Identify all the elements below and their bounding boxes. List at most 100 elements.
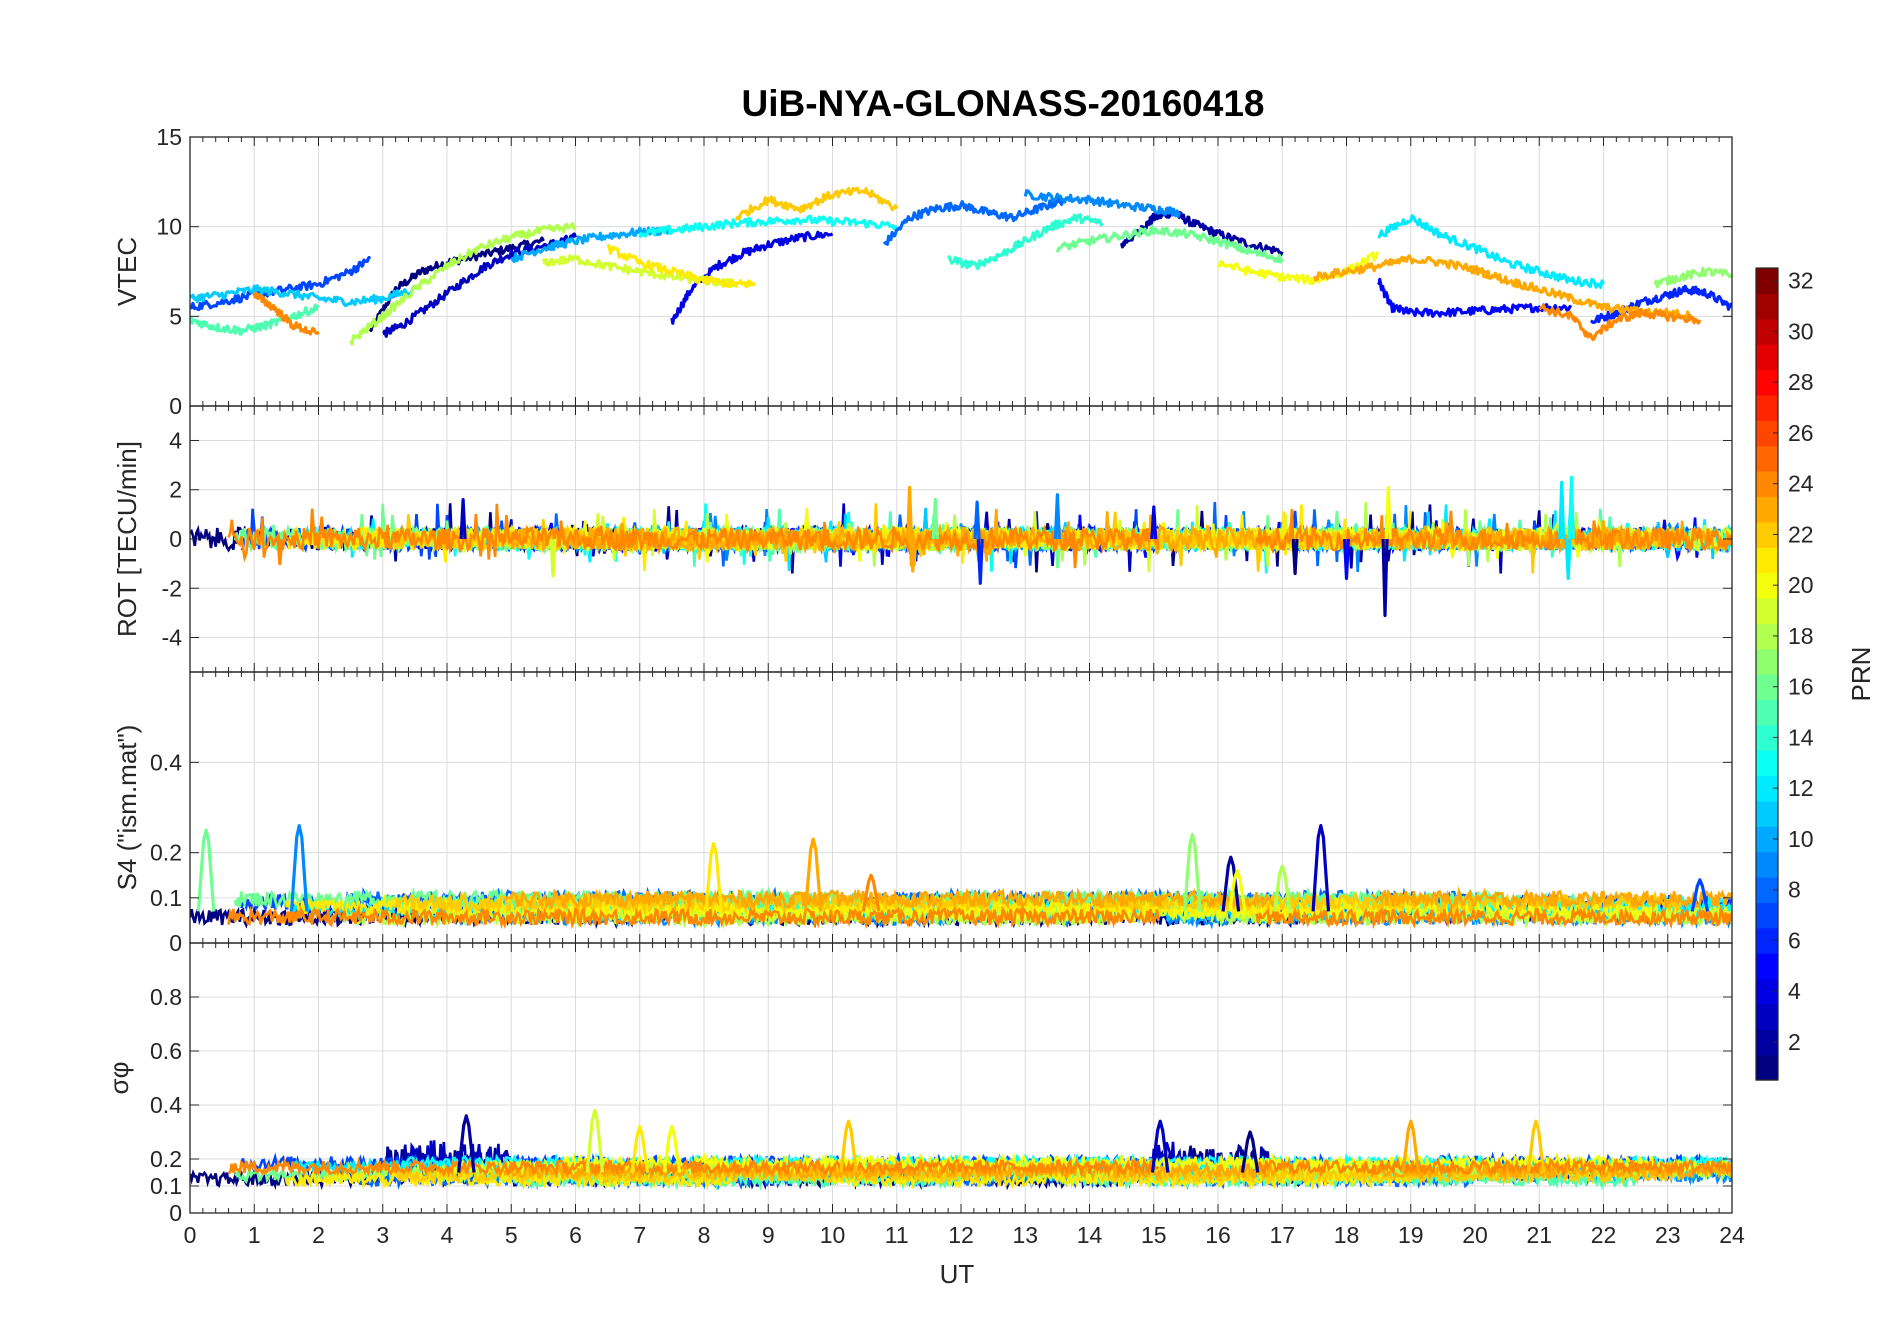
s4-peak-prn-16-0 (196, 828, 216, 912)
vtec-series-prn-8-7 (882, 197, 1065, 246)
y-tick-s4-1: 0.1 (150, 885, 182, 911)
x-tick-labels: 0 1 2 3 4 5 6 7 8 9 10 11 12 13 14 15 16 17 18 19 20 21 22 23 24 (184, 1222, 1745, 1248)
s4-trace-prn-23-0 (504, 887, 1276, 912)
colorbar-swatch-5 (1756, 953, 1778, 980)
sigma-trace-prn-24-1 (1255, 1155, 1732, 1179)
x-tick-18: 18 (1334, 1222, 1360, 1248)
x-tick-19: 19 (1398, 1222, 1424, 1248)
x-tick-15: 15 (1141, 1222, 1167, 1248)
y-axis-label-s4: S4 ("ism.mat") (112, 725, 142, 891)
colorbar-swatch-15 (1756, 699, 1778, 726)
vtec-series-prn-10-9 (510, 224, 674, 264)
colorbar-swatch-24 (1756, 471, 1778, 497)
sigma-peak-prn-1-8 (1240, 1130, 1260, 1173)
x-tick-9: 9 (762, 1222, 775, 1248)
vtec-series-prn-21-20 (606, 244, 757, 289)
s4-peak-prn-17-5 (1183, 833, 1202, 912)
colorbar-swatch-16 (1756, 674, 1778, 700)
vtec-series-prn-7-6 (190, 255, 372, 312)
colorbar-tick-24: 24 (1788, 471, 1814, 497)
colorbar-swatch-23 (1756, 496, 1778, 523)
colorbar-tick-14: 14 (1788, 724, 1814, 750)
colorbar-box (1755, 267, 1779, 1081)
rot-peak-prn-16-12 (931, 498, 939, 540)
colorbar-swatch-30 (1756, 318, 1778, 345)
vtec-series-prn-15-14 (190, 303, 320, 336)
rot-peak-prn-9-2 (1053, 493, 1061, 540)
vtec-series-prn-14-13 (947, 213, 1104, 270)
vtec-series-prn-12-11 (1377, 214, 1605, 289)
colorbar-tick-6: 6 (1788, 927, 1801, 953)
x-tick-13: 13 (1012, 1222, 1038, 1248)
colorbar-tick-10: 10 (1788, 826, 1814, 852)
s4-trace-prn-22-0 (394, 889, 1005, 916)
colorbar-tick-32: 32 (1788, 268, 1814, 294)
rot-trace-prn-22-0 (394, 503, 1005, 565)
y-ticks-sigma: 00.10.2 0.4 0.6 0.8 (150, 984, 1732, 1226)
colorbar-swatch-2 (1756, 1029, 1778, 1056)
s4-peak-prn-7-10 (1690, 878, 1710, 912)
x-tick-1: 1 (248, 1222, 261, 1248)
colorbar-swatch-25 (1756, 445, 1778, 472)
colorbar-swatch-8 (1756, 877, 1778, 903)
y-tick-sigma-1: 0.1 (150, 1173, 182, 1199)
sigma-trace-prn-20-0 (561, 1151, 1656, 1175)
x-tick-8: 8 (698, 1222, 711, 1248)
colorbar-swatch-20 (1756, 572, 1778, 599)
colorbar-tick-4: 4 (1788, 978, 1801, 1004)
y-tick-sigma-3: 0.4 (150, 1092, 182, 1118)
data-s4 (190, 824, 1732, 930)
colorbar-tick-20: 20 (1788, 572, 1814, 598)
vtec-series-prn-22-21 (734, 186, 899, 221)
colorbar-tick-12: 12 (1788, 775, 1814, 801)
y-axis-label-sigma: σφ (104, 1062, 134, 1095)
s4-peak-prn-18-8 (1272, 864, 1292, 912)
sigma-peak-prn-20-3 (662, 1125, 682, 1173)
sigma-trace-prn-21-1 (831, 1168, 1412, 1190)
colorbar-swatch-12 (1756, 775, 1778, 802)
x-ticks-vtec (189, 137, 1733, 406)
s4-peak-prn-21-2 (704, 842, 723, 912)
rot-peak-prn-1-15 (1291, 538, 1299, 576)
x-axis-label: UT (940, 1259, 975, 1289)
x-tick-24: 24 (1719, 1222, 1745, 1248)
colorbar-swatch-14 (1756, 724, 1778, 751)
x-tick-20: 20 (1462, 1222, 1488, 1248)
colorbar-swatch-4 (1756, 978, 1778, 1005)
vtec-series-prn-4-3 (670, 230, 834, 325)
rot-peak-prn-2-5 (1381, 538, 1389, 617)
x-tick-16: 16 (1205, 1222, 1231, 1248)
y-tick-sigma-0: 0 (169, 1200, 182, 1226)
rot-peak-prn-4-14 (1150, 505, 1158, 540)
y-tick-rot-4: -4 (162, 625, 183, 651)
colorbar-tick-18: 18 (1788, 623, 1814, 649)
panel-vtec: 0 5 10 15 VTEC (112, 124, 1733, 419)
sigma-peak-prn-23-6 (1401, 1119, 1421, 1173)
colorbar-swatch-29 (1756, 344, 1778, 371)
x-tick-11: 11 (885, 1222, 909, 1248)
x-ticks-s4 (189, 672, 1733, 943)
y-tick-sigma-4: 0.6 (150, 1038, 182, 1064)
colorbar-tick-28: 28 (1788, 369, 1814, 395)
colorbar-swatch-6 (1756, 927, 1778, 954)
rot-peak-prn-19-13 (549, 538, 557, 578)
colorbar-swatch-7 (1756, 902, 1778, 929)
s4-peak-prn-23-3 (803, 837, 823, 912)
rot-peak-prn-13-8 (1567, 475, 1575, 540)
rot-peak-prn-12-9 (1564, 538, 1572, 580)
vtec-series-prn-9-8 (1023, 189, 1182, 218)
colorbar-swatch-28 (1756, 369, 1778, 396)
vtec-series-prn-18-17 (349, 221, 577, 346)
sigma-peak-prn-22-7 (1526, 1119, 1546, 1173)
chart-title: UiB-NYA-GLONASS-20160418 (742, 83, 1265, 124)
colorbar-swatch-26 (1756, 420, 1778, 447)
panel-sigma: 00.10.2 0.4 0.6 0.8 σφ (104, 942, 1733, 1226)
sigma-peak-prn-2-0 (457, 1114, 476, 1173)
s4-trace-prn-24-0 (227, 904, 1160, 930)
x-tick-2: 2 (312, 1222, 325, 1248)
rot-peak-prn-3-0 (459, 498, 467, 540)
colorbar-swatch-27 (1756, 394, 1778, 421)
colorbar-swatch-18 (1756, 623, 1778, 650)
sigma-peak-prn-19-1 (585, 1108, 605, 1173)
